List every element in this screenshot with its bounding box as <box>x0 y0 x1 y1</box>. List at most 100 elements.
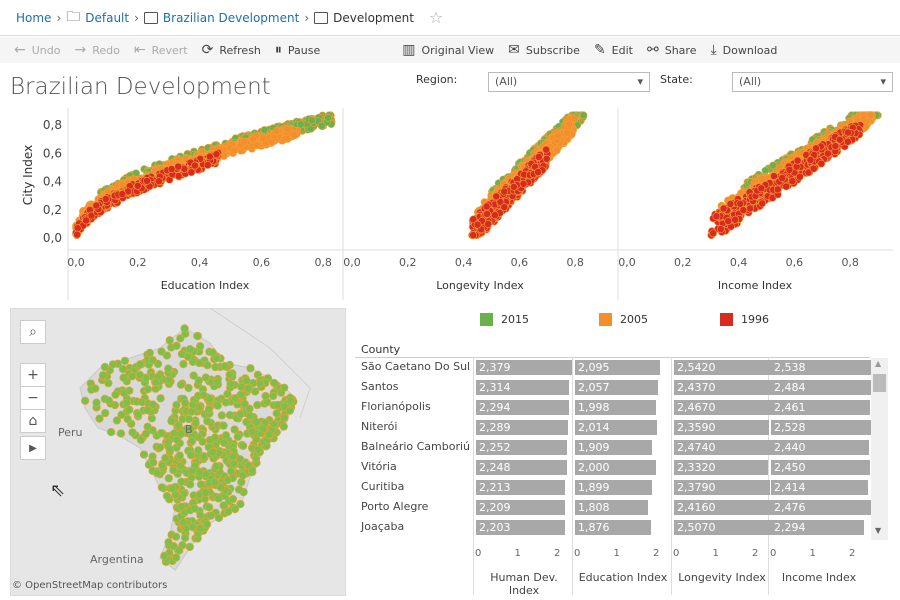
state-filter-dropdown[interactable]: (All) <box>732 72 893 92</box>
download-icon: ⤓ <box>710 42 717 58</box>
map-point <box>285 406 295 415</box>
table-row[interactable]: Joaçaba 2,203 1,876 2,5070 2,294 <box>355 518 865 538</box>
revert-button[interactable]: ⇤ Revert <box>133 42 188 58</box>
bar[interactable]: 2,4740 <box>674 440 774 455</box>
bar[interactable]: 2,450 <box>771 460 870 475</box>
bar[interactable]: 2,3790 <box>674 480 770 495</box>
table-row[interactable]: Florianópolis 2,294 1,998 2,4670 2,461 <box>355 398 871 418</box>
bar[interactable]: 2,440 <box>771 440 870 455</box>
pause-button[interactable]: ⏸ Pause <box>274 42 321 58</box>
bar[interactable]: 2,289 <box>476 420 569 435</box>
download-button[interactable]: ⤓ Download <box>710 42 778 58</box>
subscribe-button[interactable]: ✉ Subscribe <box>508 42 580 58</box>
bar[interactable]: 2,528 <box>771 420 873 435</box>
breadcrumb-default[interactable]: Default <box>85 10 130 25</box>
axis-tick-label: 1 <box>514 548 521 559</box>
bar[interactable]: 2,4370 <box>674 380 773 395</box>
bar[interactable]: 1,909 <box>575 440 653 455</box>
bar[interactable]: 2,209 <box>476 500 566 515</box>
scatter-point <box>804 168 813 177</box>
bar[interactable]: 2,294 <box>476 400 569 415</box>
favorite-star-icon[interactable]: ☆ <box>428 8 444 27</box>
bar[interactable]: 2,414 <box>771 480 869 495</box>
map-tools-button[interactable]: ▶ <box>20 436 46 460</box>
undo-button[interactable]: ← Undo <box>14 42 61 58</box>
scrollbar-thumb[interactable] <box>873 374 886 392</box>
bar[interactable]: 2,213 <box>476 480 566 495</box>
bar[interactable]: 1,899 <box>575 480 652 495</box>
zoom-out-button[interactable]: − <box>20 386 46 410</box>
table-row[interactable]: São Caetano Do Sul 2,379 2,095 2,5420 2,538 <box>355 358 874 378</box>
bar[interactable]: 2,095 <box>575 360 660 375</box>
axis-tick-label: 1 <box>809 548 816 559</box>
x-tick-label: 0,2 <box>399 256 417 269</box>
map-point <box>149 458 158 467</box>
bar[interactable]: 1,998 <box>575 400 656 415</box>
bar[interactable]: 2,3590 <box>674 420 770 435</box>
bar[interactable]: 2,379 <box>476 360 572 375</box>
table-row[interactable]: Niterói 2,289 2,014 2,3590 2,528 <box>355 418 873 438</box>
bar[interactable]: 2,484 <box>771 380 872 395</box>
legend-swatch <box>720 313 733 326</box>
bar[interactable]: 2,057 <box>575 380 659 395</box>
bar[interactable]: 1,808 <box>575 500 649 515</box>
x-axis-title: Income Index <box>718 279 793 292</box>
edit-button[interactable]: ✎ Edit <box>593 42 633 58</box>
bar[interactable]: 2,314 <box>476 380 570 395</box>
scatter-point <box>82 216 90 225</box>
map-point <box>167 417 176 426</box>
table-row[interactable]: Porto Alegre 2,209 1,808 2,4160 2,476 <box>355 498 871 518</box>
bar[interactable]: 2,538 <box>771 360 874 375</box>
table-row[interactable]: Vitória 2,248 2,000 2,3320 2,450 <box>355 458 870 478</box>
table-row[interactable]: Curitiba 2,213 1,899 2,3790 2,414 <box>355 478 869 498</box>
legend-2015[interactable]: 2015 <box>480 313 529 326</box>
original-view-button[interactable]: ▥ Original View <box>402 42 495 58</box>
bar[interactable]: 2,000 <box>575 460 656 475</box>
scatter-point <box>133 181 142 190</box>
bar[interactable]: 2,4160 <box>674 500 772 515</box>
scroll-down-icon[interactable]: ▼ <box>875 526 882 535</box>
map-point <box>221 398 231 407</box>
region-filter-dropdown[interactable]: (All) <box>488 72 650 92</box>
table-row[interactable]: Balneário Camboriú 2,252 1,909 2,4740 2,440 <box>355 438 870 458</box>
legend-1996[interactable]: 1996 <box>720 313 769 326</box>
bar[interactable]: 2,5420 <box>674 360 777 375</box>
reset-map-button[interactable]: ⌂ <box>20 409 46 433</box>
scatter-point <box>143 176 151 185</box>
bar[interactable]: 2,252 <box>476 440 567 455</box>
table-scrollbar[interactable]: ▲ ▼ <box>871 358 888 540</box>
scatter-point <box>709 229 718 238</box>
bar[interactable]: 2,203 <box>476 520 566 535</box>
bar[interactable]: 2,4670 <box>674 400 774 415</box>
scatter-point <box>174 162 183 171</box>
scroll-up-icon[interactable]: ▲ <box>875 359 882 368</box>
scatter-point <box>731 215 740 224</box>
bar[interactable]: 2,461 <box>771 400 871 415</box>
map-point <box>216 483 226 492</box>
table-divider <box>355 357 870 358</box>
map-point <box>273 400 282 410</box>
bar[interactable]: 2,3320 <box>674 460 769 475</box>
scatter-plots[interactable]: City Index 0,0 0,2 0,4 0,6 0,8 0,0 0,2 0,4 0,6 0,8… <box>0 100 900 305</box>
breadcrumb-home[interactable]: Home <box>16 10 52 25</box>
bar[interactable]: 2,014 <box>575 420 657 435</box>
table-row[interactable]: Santos 2,314 2,057 2,4370 2,484 <box>355 378 872 398</box>
map-point <box>190 504 199 513</box>
share-button[interactable]: ⚯ Share <box>646 42 697 58</box>
map-search-button[interactable]: ⌕ <box>20 320 46 344</box>
zoom-in-button[interactable]: + <box>20 363 46 387</box>
bar[interactable]: 2,248 <box>476 460 567 475</box>
refresh-button[interactable]: ⟳ Refresh <box>201 42 261 58</box>
breadcrumb-workbook[interactable]: Brazilian Development <box>162 10 300 25</box>
map-point <box>164 474 173 483</box>
map-point <box>199 390 208 400</box>
bar[interactable]: 2,476 <box>771 500 871 515</box>
bar[interactable]: 1,876 <box>575 520 652 535</box>
brazil-map[interactable]: Peru Argentina B <box>10 308 346 596</box>
redo-button[interactable]: → Redo <box>74 42 120 58</box>
bar[interactable]: 2,294 <box>771 520 864 535</box>
bar[interactable]: 2,5070 <box>674 520 776 535</box>
legend-2005[interactable]: 2005 <box>599 313 648 326</box>
y-tick-label: 0,6 <box>43 146 62 160</box>
scatter-point <box>496 198 505 206</box>
